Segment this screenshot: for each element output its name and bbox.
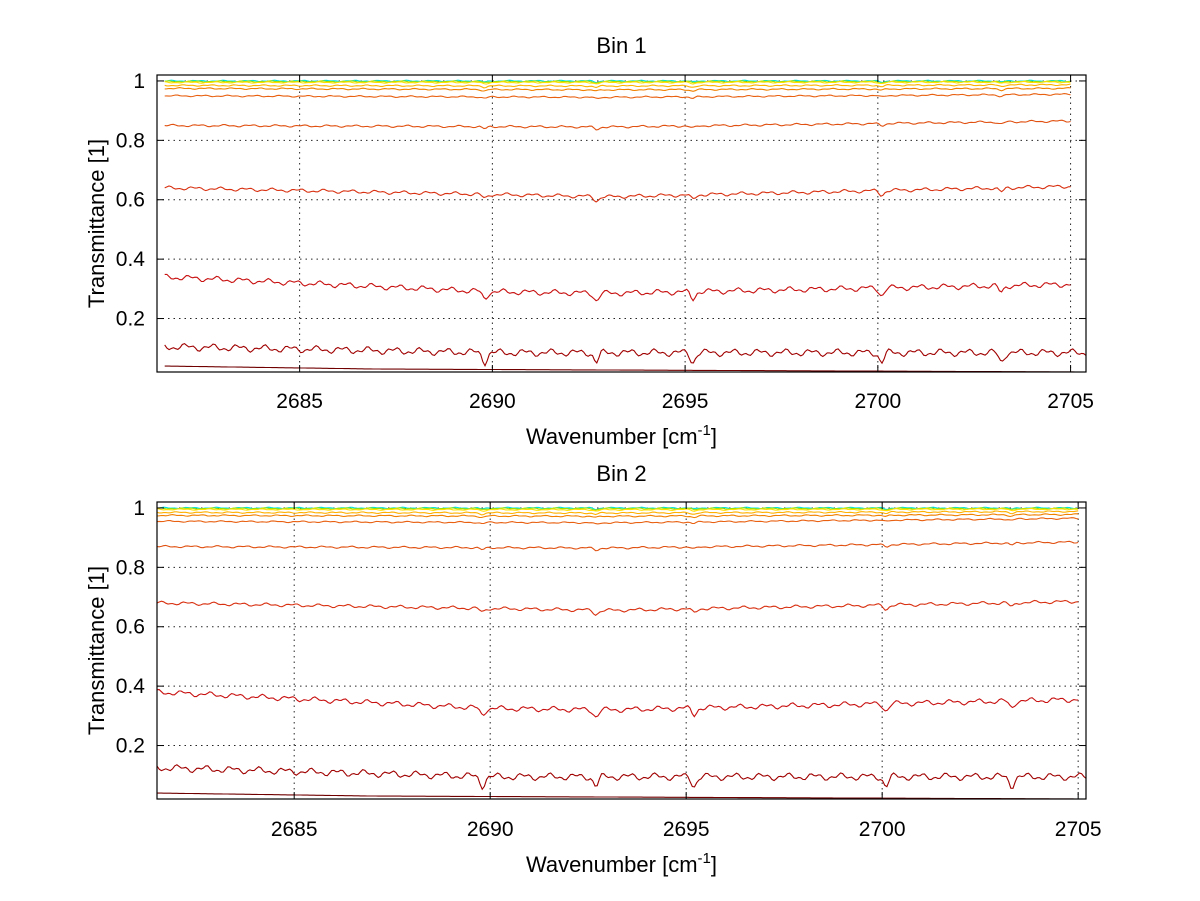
series-line-9 bbox=[164, 342, 1087, 367]
series-line-3 bbox=[156, 510, 1079, 516]
ticks: 2685 2690 2695 2700 2705 0.2 0.4 0.6 0.8 1 bbox=[116, 497, 1102, 841]
y-tick-label-2: 0.6 bbox=[116, 616, 145, 639]
y-tick-label-2: 0.6 bbox=[116, 189, 145, 212]
x-tick-label-0: 2685 bbox=[271, 818, 318, 841]
x-tick-label-2: 2695 bbox=[663, 818, 710, 841]
x-axis-label: Wavenumber [cm-1] bbox=[526, 850, 717, 877]
series-line-9 bbox=[156, 764, 1087, 791]
y-tick-label-1: 0.4 bbox=[116, 675, 146, 698]
series-line-8 bbox=[164, 273, 1071, 302]
series-line-7 bbox=[156, 599, 1079, 616]
chart-title: Bin 2 bbox=[596, 461, 646, 486]
x-axis-label-superscript: -1 bbox=[698, 422, 711, 439]
x-axis-label-suffix: ] bbox=[711, 852, 717, 877]
y-axis-label: Transmittance [1] bbox=[84, 139, 109, 308]
y-tick-label-3: 0.8 bbox=[116, 129, 145, 152]
x-tick-label-3: 2700 bbox=[854, 390, 901, 413]
y-tick-label-4: 1 bbox=[133, 70, 145, 93]
x-tick-label-2: 2695 bbox=[662, 390, 709, 413]
plot-frame bbox=[156, 501, 1087, 800]
series-line-2 bbox=[164, 80, 1071, 85]
y-tick-label-1: 0.4 bbox=[116, 248, 146, 271]
series-line-6 bbox=[164, 119, 1071, 131]
x-tick-label-0: 2685 bbox=[276, 390, 323, 413]
x-tick-label-1: 2690 bbox=[469, 390, 516, 413]
y-tick-label-0: 0.2 bbox=[116, 735, 145, 758]
x-axis-label-main: Wavenumber [cm bbox=[526, 424, 698, 449]
series-line-3 bbox=[164, 83, 1071, 89]
y-tick-label-0: 0.2 bbox=[116, 308, 145, 331]
series-line-8 bbox=[156, 689, 1079, 718]
chart-title: Bin 1 bbox=[596, 33, 646, 58]
series-line-5 bbox=[164, 93, 1071, 99]
y-axis-label: Transmittance [1] bbox=[84, 566, 109, 735]
series-line-5 bbox=[156, 517, 1079, 525]
chart-bin-2: 2685 2690 2695 2700 2705 0.2 0.4 0.6 0.8 1 Bin 2 Wa… bbox=[84, 461, 1102, 877]
x-tick-label-1: 2690 bbox=[467, 818, 514, 841]
series-line-6 bbox=[156, 540, 1079, 552]
y-tick-label-3: 0.8 bbox=[116, 556, 145, 579]
series-line-4 bbox=[164, 87, 1071, 92]
y-tick-label-4: 1 bbox=[133, 497, 145, 520]
x-tick-label-4: 2705 bbox=[1055, 818, 1102, 841]
x-axis-label-superscript: -1 bbox=[698, 850, 711, 867]
chart-bin-1: 2685 2690 2695 2700 2705 0.2 0.4 0.6 0.8 1 Bin 1 Wa… bbox=[84, 33, 1094, 449]
series-line-4 bbox=[156, 513, 1079, 519]
plot-frame bbox=[156, 74, 1087, 373]
series-line-7 bbox=[164, 184, 1071, 203]
x-axis-label: Wavenumber [cm-1] bbox=[526, 422, 717, 449]
ticks: 2685 2690 2695 2700 2705 0.2 0.4 0.6 0.8 1 bbox=[116, 70, 1094, 413]
x-tick-label-4: 2705 bbox=[1047, 390, 1094, 413]
x-axis-label-suffix: ] bbox=[711, 424, 717, 449]
x-axis-label-main: Wavenumber [cm bbox=[526, 852, 698, 877]
series-line-2 bbox=[156, 507, 1079, 512]
x-tick-label-3: 2700 bbox=[859, 818, 906, 841]
